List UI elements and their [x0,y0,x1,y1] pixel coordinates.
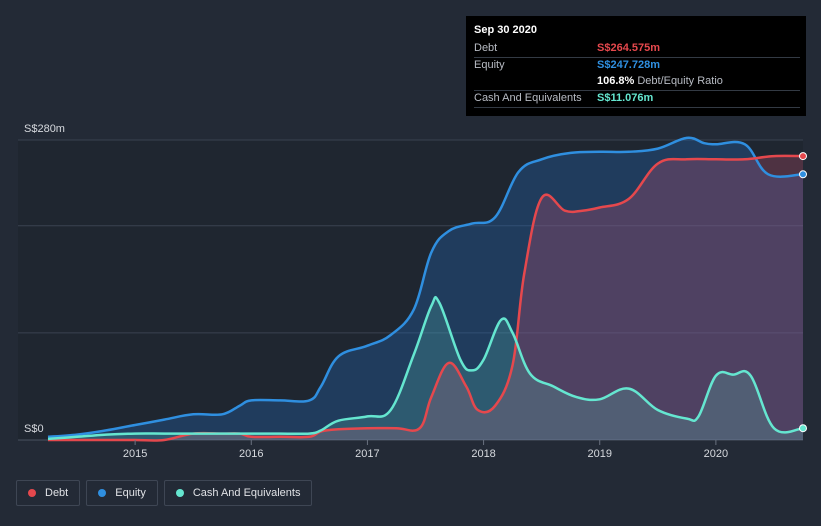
past-region [18,140,803,440]
legend-label-debt: Debt [45,487,69,499]
legend-item-equity[interactable]: Equity [86,480,158,506]
end-marker-cash-and-equivalents [799,424,807,433]
area-cash-and-equivalents [48,297,803,440]
x-tick-label: 2020 [704,448,728,460]
legend-item-cash[interactable]: Cash And Equivalents [163,480,313,506]
end-marker-debt [799,152,807,161]
tooltip-label-cash: Cash And Equivalents [474,92,582,104]
legend-label-equity: Equity [115,487,146,499]
tooltip-label-equity: Equity [474,59,505,71]
tooltip-ratio-label: Debt/Equity Ratio [637,75,723,87]
area-debt [48,155,803,441]
tooltip-value-equity: S$247.728m [597,59,660,71]
x-tick-label: 2016 [239,448,263,460]
tooltip-row-ratio: 106.8% Debt/Equity Ratio [474,74,800,91]
tooltip-value-debt: S$264.575m [597,42,660,54]
legend-dot-debt [28,489,36,497]
area-equity [48,137,803,440]
legend-label-cash: Cash And Equivalents [192,487,301,499]
end-markers [799,152,807,433]
line-equity [47,136,804,439]
legend-dot-cash [175,489,184,497]
tooltip-value-cash: S$11.076m [597,92,654,104]
x-tick-label: 2018 [471,448,495,460]
y-axis-bottom-label: S$0 [24,423,44,435]
x-tick-label: 2017 [355,448,379,460]
chart-legend: Debt Equity Cash And Equivalents [16,480,313,506]
tooltip-row-debt: Debt S$264.575m [474,41,800,58]
tooltip-row-equity: Equity S$247.728m [474,58,800,74]
series-areas [48,137,803,441]
axes: 2015 2016 2017 2018 2019 2020 [123,440,728,460]
x-tick-label: 2019 [587,448,611,460]
tooltip-label-debt: Debt [474,42,498,54]
x-tick-label: 2015 [123,448,147,460]
legend-item-debt[interactable]: Debt [16,480,81,506]
tooltip-row-cash: Cash And Equivalents S$11.076m [474,91,800,108]
tooltip-value-ratio: 106.8% [597,75,635,87]
y-axis-top-label: S$280m [24,123,65,135]
legend-dot-equity [98,489,107,497]
line-cash-and-equivalents [47,295,804,441]
series-lines [47,136,804,442]
tooltip-ratio-container: 106.8% Debt/Equity Ratio [597,75,723,87]
end-marker-equity [799,170,807,179]
tooltip-date: Sep 30 2020 [474,24,537,36]
data-tooltip: Sep 30 2020 Debt S$264.575m Equity S$247… [466,16,806,116]
